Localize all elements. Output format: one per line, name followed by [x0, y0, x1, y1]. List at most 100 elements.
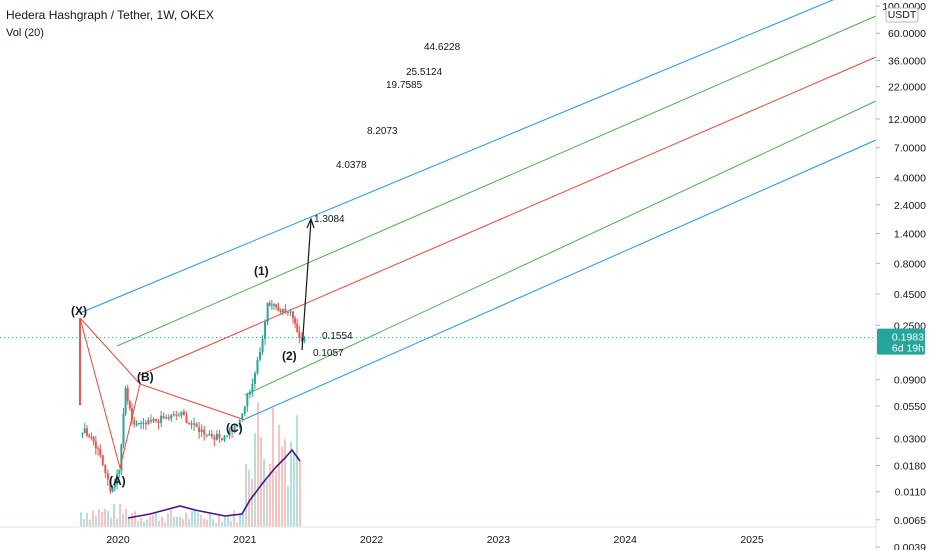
volume-bar [158, 521, 160, 527]
volume-bar [134, 511, 136, 527]
candle-body [264, 321, 267, 340]
candle-body [167, 417, 170, 419]
volume-bar [83, 518, 85, 527]
projection-arrow [301, 219, 312, 351]
candle-body [246, 394, 249, 407]
current-price-value: 0.1983 [892, 332, 924, 344]
volume-bar [140, 518, 142, 527]
wave-label-0: (X) [71, 304, 87, 318]
volume-bar [128, 517, 130, 527]
volume-bar [161, 516, 163, 527]
currency-badge: USDT [885, 7, 919, 23]
candle-body [279, 310, 282, 313]
candle-body [259, 352, 262, 360]
volume-bar [197, 512, 199, 527]
time-tick-label: 2020 [106, 534, 130, 546]
candle-body [147, 419, 150, 425]
volume-bar [242, 513, 244, 527]
candle-body [152, 418, 155, 422]
volume-bar [278, 424, 280, 527]
volume-bar [149, 516, 151, 527]
candle-body [241, 413, 244, 420]
volume-bar [125, 508, 127, 527]
candle-body [144, 422, 147, 425]
candle-body [286, 312, 289, 314]
candle-body [289, 311, 292, 313]
candle-body [198, 427, 201, 433]
volume-bar [143, 521, 145, 527]
candle-body [149, 419, 152, 422]
target-level-6: 0.1554 [322, 331, 353, 342]
candle-body [120, 444, 123, 471]
volume-bar [257, 402, 259, 527]
volume-bar [284, 439, 286, 527]
candle-body [296, 323, 299, 333]
price-tick-label: 0.0110 [895, 487, 926, 499]
volume-bar [224, 516, 226, 527]
volume-bar [116, 518, 118, 527]
candle-body [101, 455, 104, 465]
candle-body [253, 373, 256, 384]
candle-body [210, 434, 213, 437]
volume-bar [167, 513, 169, 527]
price-tick-label: 4.0000 [894, 173, 926, 185]
candle-body [203, 429, 206, 435]
currency-label: USDT [888, 9, 917, 21]
price-tick-label: 0.0300 [894, 433, 926, 445]
candle-body [270, 304, 273, 306]
volume-bar [293, 453, 295, 527]
candle-body [172, 414, 175, 416]
candle-body [104, 464, 107, 473]
price-axis[interactable]: 100.000060.000036.000022.000012.00007.00… [875, 0, 926, 550]
volume-bar [107, 510, 109, 527]
volume-bar [212, 519, 214, 527]
candle-body [275, 304, 278, 308]
candle-body [291, 311, 294, 319]
candle-body [251, 383, 254, 393]
candle-body [180, 411, 183, 416]
x-b-line [79, 317, 141, 385]
candle-body [256, 359, 259, 374]
volume-bar [98, 509, 100, 527]
volume-bar [86, 513, 88, 527]
volume-bars [80, 402, 301, 527]
volume-bar [290, 441, 292, 527]
candle-body [97, 448, 100, 450]
price-tick-label: 36.0000 [888, 55, 926, 67]
candle-body [268, 303, 271, 306]
time-tick-label: 2023 [487, 534, 511, 546]
price-tick-label: 0.8000 [894, 258, 926, 270]
candle-body [81, 433, 84, 435]
volume-bar [218, 514, 220, 527]
fork-line-3 [244, 100, 877, 396]
candle-body [88, 435, 91, 437]
time-tick-label: 2022 [360, 534, 384, 546]
candle-body [133, 420, 136, 425]
target-level-0: 44.6228 [424, 42, 461, 53]
candle-body [155, 418, 158, 421]
volume-bar [131, 512, 133, 527]
candle-body [266, 303, 269, 322]
time-axis[interactable]: 2020 2021 2022 2023 2024 2025 [0, 526, 876, 546]
volume-bar [176, 516, 178, 527]
target-level-7: 0.1057 [313, 348, 344, 359]
candle-body [231, 430, 234, 432]
volume-bar [248, 470, 250, 527]
volume-bar [164, 522, 166, 527]
volume-bar [170, 509, 172, 527]
volume-bar [188, 519, 190, 527]
candle-body [126, 388, 129, 401]
volume-bar [200, 515, 202, 527]
price-tick-label: 7.0000 [894, 143, 926, 155]
volume-bar [194, 510, 196, 527]
candle-body [261, 339, 264, 353]
candle-body [228, 430, 231, 436]
wave-label-4: (1) [254, 264, 269, 278]
volume-bar [119, 503, 121, 527]
candle-body [298, 332, 301, 338]
volume-bar [101, 512, 103, 527]
target-level-1: 25.5124 [406, 67, 443, 78]
volume-bar [233, 510, 235, 527]
